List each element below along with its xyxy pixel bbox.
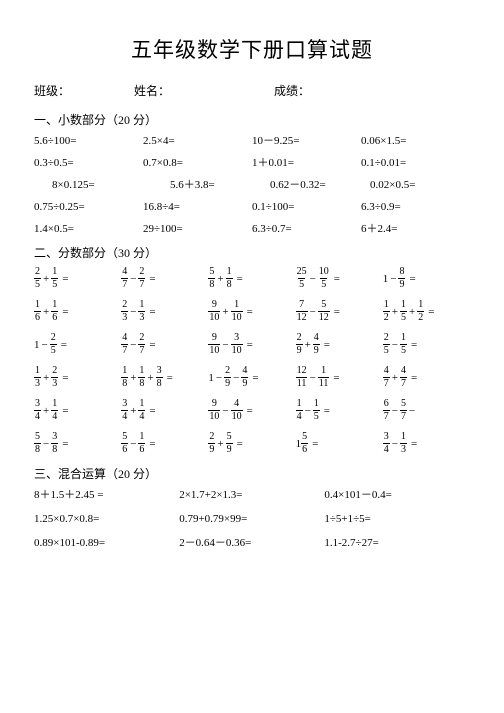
fraction-item: 13+23= [34, 366, 121, 389]
decimal-item: 6＋2.4= [361, 224, 470, 235]
decimal-item: 16.8÷4= [143, 202, 252, 213]
fraction-row: 16+16=23−13=910+110=712−512=12+15+12= [34, 300, 470, 323]
decimal-item: 8×0.125= [34, 180, 152, 191]
fraction-item: 47+47= [383, 366, 470, 389]
fraction-item: 16+16= [34, 300, 121, 323]
fraction-item: 910−410= [208, 399, 295, 422]
fraction-item: 156= [296, 432, 383, 455]
label-score: 成绩： [274, 82, 470, 99]
id-row: 班级： 姓名： 成绩： [34, 82, 470, 99]
fraction-item: 34+14= [34, 399, 121, 422]
decimal-item: 6.3÷0.7= [252, 224, 361, 235]
mixed-item: 1.25×0.7×0.8= [34, 514, 179, 525]
fraction-item: 34−13= [383, 432, 470, 455]
fraction-row: 25+15=47−27=58+18=255−105=1−89= [34, 267, 470, 290]
decimal-item: 0.7×0.8= [143, 158, 252, 169]
decimals-block: 5.6÷100=2.5×4=10－9.25=0.06×1.5=0.3÷0.5=0… [34, 134, 470, 236]
mixed-item: 0.4×101－0.4= [324, 490, 469, 501]
decimal-row: 1.4×0.5=29÷100=6.3÷0.7=6＋2.4= [34, 222, 470, 236]
decimal-item: 0.06×1.5= [361, 136, 470, 147]
fraction-row: 13+23=18+18+38=1−29−49=1211−111=47+47= [34, 366, 470, 389]
decimal-item: 1.4×0.5= [34, 224, 143, 235]
fraction-item: 67−57− [383, 399, 470, 422]
mixed-row: 0.89×101-0.89=2－0.64－0.36=1.1-2.7÷27= [34, 536, 470, 550]
decimal-row: 0.3÷0.5=0.7×0.8=1＋0.01=0.1÷0.01= [34, 156, 470, 170]
fractions-block: 25+15=47−27=58+18=255−105=1−89=16+16=23−… [34, 267, 470, 455]
mixed-item: 1.1-2.7÷27= [324, 538, 469, 549]
decimal-item: 0.1÷100= [252, 202, 361, 213]
fraction-item: 34+14= [121, 399, 208, 422]
fraction-item: 25−15= [383, 333, 470, 356]
fraction-item: 12+15+12= [383, 300, 470, 323]
decimal-row: 5.6÷100=2.5×4=10－9.25=0.06×1.5= [34, 134, 470, 148]
section-3-heading: 三、混合运算（20 分） [34, 465, 470, 482]
label-class: 班级： [34, 82, 134, 99]
decimal-item: 5.6＋3.8= [152, 180, 270, 191]
mixed-row: 8＋1.5＋2.45 =2×1.7+2×1.3=0.4×101－0.4= [34, 488, 470, 502]
page-title: 五年级数学下册口算试题 [34, 34, 470, 64]
fraction-item: 25+15= [34, 267, 121, 290]
fraction-item: 1−25= [34, 333, 121, 356]
decimal-item: 1＋0.01= [252, 158, 361, 169]
mixed-row: 1.25×0.7×0.8=0.79+0.79×99=1÷5+1÷5= [34, 512, 470, 526]
decimal-row: 0.75÷0.25=16.8÷4=0.1÷100=6.3÷0.9= [34, 200, 470, 214]
decimal-item: 5.6÷100= [34, 136, 143, 147]
fraction-item: 910−310= [208, 333, 295, 356]
mixed-item: 8＋1.5＋2.45 = [34, 490, 179, 501]
decimal-item: 0.1÷0.01= [361, 158, 470, 169]
fraction-item: 255−105= [296, 267, 383, 290]
fraction-item: 29+59= [208, 432, 295, 455]
section-2-heading: 二、分数部分（30 分） [34, 244, 470, 261]
fraction-row: 34+14=34+14=910−410=14−15=67−57− [34, 399, 470, 422]
section-1-heading: 一、小数部分（20 分） [34, 111, 470, 128]
fraction-item: 18+18+38= [121, 366, 208, 389]
decimal-item: 0.75÷0.25= [34, 202, 143, 213]
fraction-item: 47−27= [121, 333, 208, 356]
fraction-item: 712−512= [296, 300, 383, 323]
fraction-item: 14−15= [296, 399, 383, 422]
mixed-item: 2－0.64－0.36= [179, 538, 324, 549]
fraction-item: 910+110= [208, 300, 295, 323]
fraction-item: 1−89= [383, 267, 470, 290]
mixed-item: 0.89×101-0.89= [34, 538, 179, 549]
mixed-block: 8＋1.5＋2.45 =2×1.7+2×1.3=0.4×101－0.4= 1.25… [34, 488, 470, 550]
decimal-item: 0.02×0.5= [370, 180, 470, 191]
fraction-item: 58−38= [34, 432, 121, 455]
decimal-item: 0.3÷0.5= [34, 158, 143, 169]
decimal-item: 10－9.25= [252, 136, 361, 147]
fraction-item: 1−29−49= [208, 366, 295, 389]
decimal-item: 29÷100= [143, 224, 252, 235]
mixed-item: 0.79+0.79×99= [179, 514, 324, 525]
decimal-item: 6.3÷0.9= [361, 202, 470, 213]
decimal-row: 8×0.125=5.6＋3.8=0.62－0.32=0.02×0.5= [34, 178, 470, 192]
mixed-item: 2×1.7+2×1.3= [179, 490, 324, 501]
decimal-item: 2.5×4= [143, 136, 252, 147]
mixed-item: 1÷5+1÷5= [324, 514, 469, 525]
fraction-item: 56−16= [121, 432, 208, 455]
fraction-row: 1−25=47−27=910−310=29+49=25−15= [34, 333, 470, 356]
decimal-item: 0.62－0.32= [270, 180, 370, 191]
fraction-item: 58+18= [208, 267, 295, 290]
fraction-row: 58−38=56−16=29+59=156=34−13= [34, 432, 470, 455]
fraction-item: 23−13= [121, 300, 208, 323]
fraction-item: 1211−111= [296, 366, 383, 389]
fraction-item: 47−27= [121, 267, 208, 290]
fraction-item: 29+49= [296, 333, 383, 356]
label-name: 姓名： [134, 82, 274, 99]
